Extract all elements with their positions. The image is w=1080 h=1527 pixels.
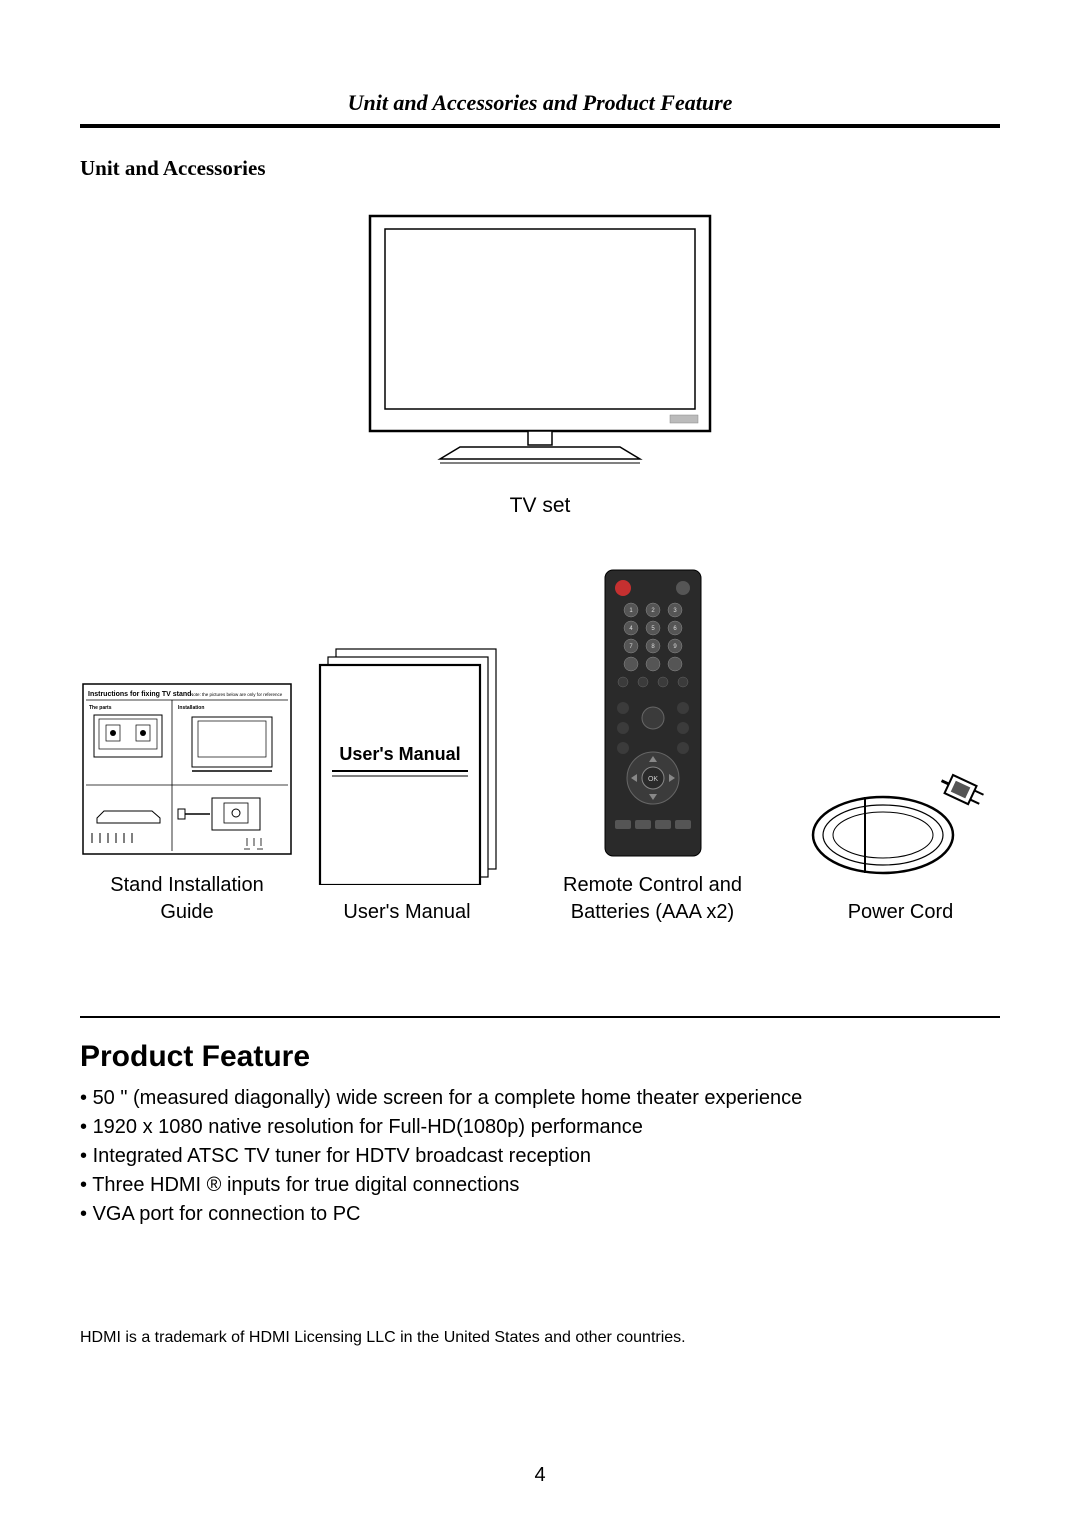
feature-item: 1920 x 1080 native resolution for Full-H… — [80, 1113, 1000, 1142]
svg-text:Instructions for fixing TV sta: Instructions for fixing TV stand — [88, 691, 191, 698]
svg-text:Note: the pictures below are o: Note: the pictures below are only for re… — [190, 692, 283, 697]
stand-guide-label: Stand Installation Guide — [82, 872, 292, 926]
accessories-row: Instructions for fixing TV stand Note: t… — [80, 568, 1000, 926]
stand-guide-icon: Instructions for fixing TV stand Note: t… — [82, 683, 292, 858]
svg-text:User's Manual: User's Manual — [339, 744, 460, 764]
feature-item: Three HDMI ® inputs for true digital con… — [80, 1171, 1000, 1200]
hdmi-footnote: HDMI is a trademark of HDMI Licensing LL… — [80, 1329, 1000, 1347]
feature-item: Integrated ATSC TV tuner for HDTV broadc… — [80, 1142, 1000, 1171]
svg-text:The parts: The parts — [89, 705, 112, 711]
remote-icon: 1 2 3 4 5 6 7 8 9 OK — [603, 568, 703, 858]
tv-label: TV set — [80, 494, 1000, 518]
remote-item: 1 2 3 4 5 6 7 8 9 OK — [522, 568, 783, 926]
manual-icon: User's Manual — [312, 645, 502, 885]
tv-icon — [360, 211, 720, 476]
cord-item: Power Cord — [803, 765, 998, 926]
stand-guide-item: Instructions for fixing TV stand Note: t… — [82, 683, 292, 926]
page-header: Unit and Accessories and Product Feature — [80, 90, 1000, 128]
product-feature-heading: Product Feature — [80, 1040, 1000, 1074]
section-title: Unit and Accessories — [80, 156, 1000, 181]
power-cord-icon — [803, 765, 998, 885]
manual-label: User's Manual — [343, 899, 470, 926]
manual-item: User's Manual User's Manual — [312, 645, 502, 926]
cord-label: Power Cord — [848, 899, 954, 926]
svg-text:OK: OK — [647, 776, 657, 783]
svg-text:Installation: Installation — [178, 705, 204, 711]
section-divider — [80, 1016, 1000, 1018]
feature-list: 50 " (measured diagonally) wide screen f… — [80, 1084, 1000, 1229]
page-number: 4 — [0, 1464, 1080, 1487]
remote-label: Remote Control and Batteries (AAA x2) — [522, 872, 783, 926]
feature-item: VGA port for connection to PC — [80, 1200, 1000, 1229]
tv-illustration-block: TV set — [80, 211, 1000, 518]
feature-item: 50 " (measured diagonally) wide screen f… — [80, 1084, 1000, 1113]
